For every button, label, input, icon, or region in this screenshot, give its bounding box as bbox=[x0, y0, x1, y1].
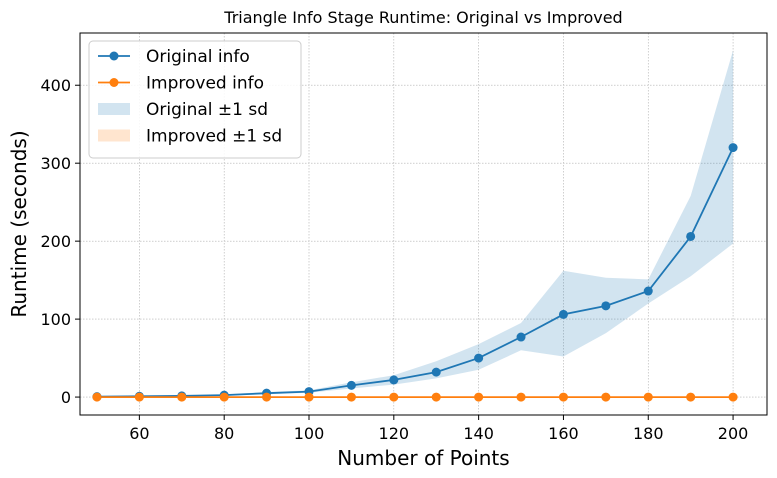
x-tick-label: 140 bbox=[463, 424, 494, 443]
x-tick-label: 80 bbox=[214, 424, 234, 443]
series-lines bbox=[96, 147, 734, 399]
data-point bbox=[92, 392, 102, 402]
legend: Original info Improved info Original ±1 sd… bbox=[88, 40, 302, 159]
x-axis-ticks: 60 80 100 120 140 160 180 200 bbox=[129, 415, 748, 443]
data-point bbox=[219, 392, 229, 402]
data-point bbox=[686, 392, 696, 402]
data-point bbox=[134, 392, 144, 402]
chart-title: Triangle Info Stage Runtime: Original vs… bbox=[223, 8, 622, 27]
legend-marker bbox=[109, 78, 119, 87]
data-point bbox=[643, 286, 653, 296]
data-point bbox=[389, 392, 399, 402]
data-point bbox=[177, 392, 187, 402]
legend-label: Improved info bbox=[146, 74, 264, 94]
x-tick-label: 160 bbox=[548, 424, 579, 443]
data-point bbox=[558, 309, 568, 319]
legend-box bbox=[88, 40, 302, 159]
y-tick-label: 300 bbox=[40, 154, 71, 173]
series-line-0 bbox=[96, 147, 734, 398]
y-tick-label: 0 bbox=[61, 388, 71, 407]
data-point bbox=[643, 392, 653, 402]
data-point bbox=[686, 231, 696, 241]
x-tick-label: 200 bbox=[718, 424, 749, 443]
data-point bbox=[389, 375, 399, 385]
y-tick-label: 400 bbox=[40, 76, 71, 95]
data-point bbox=[516, 392, 526, 402]
y-axis-label: Runtime (seconds) bbox=[7, 130, 31, 317]
data-point bbox=[346, 380, 356, 390]
legend-label: Original info bbox=[146, 47, 250, 67]
x-tick-label: 60 bbox=[129, 424, 149, 443]
x-tick-label: 120 bbox=[379, 424, 410, 443]
data-point bbox=[304, 392, 314, 402]
data-point bbox=[474, 353, 484, 363]
data-point bbox=[474, 392, 484, 402]
x-tick-label: 180 bbox=[633, 424, 664, 443]
data-point bbox=[558, 392, 568, 402]
plot-frame bbox=[79, 32, 768, 416]
y-axis-ticks: 0 100 200 300 400 bbox=[40, 76, 80, 407]
y-tick-label: 100 bbox=[40, 310, 71, 329]
data-point bbox=[601, 392, 611, 402]
legend-patch-swatch bbox=[98, 103, 130, 115]
legend-label: Improved ±1 sd bbox=[146, 127, 282, 147]
x-tick-label: 100 bbox=[294, 424, 325, 443]
data-point bbox=[516, 332, 526, 342]
data-point bbox=[346, 392, 356, 402]
series-points bbox=[92, 143, 738, 402]
data-point bbox=[431, 392, 441, 402]
sd-bands bbox=[97, 50, 734, 397]
y-tick-label: 200 bbox=[40, 232, 71, 251]
data-point bbox=[601, 301, 611, 311]
sd-band-0 bbox=[97, 50, 734, 397]
x-axis-label: Number of Points bbox=[337, 446, 509, 470]
data-point bbox=[728, 392, 738, 402]
data-point bbox=[728, 143, 738, 153]
legend-label: Original ±1 sd bbox=[146, 100, 268, 120]
legend-marker bbox=[109, 51, 119, 61]
legend-patch-swatch bbox=[98, 129, 130, 142]
data-point bbox=[431, 367, 441, 377]
data-point bbox=[262, 392, 272, 402]
